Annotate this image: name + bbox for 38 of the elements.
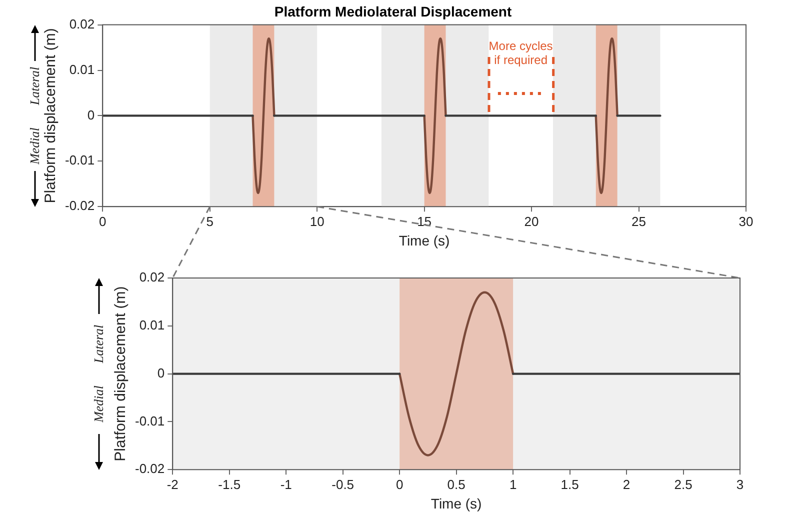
x-tick-label: 2.5 [674, 476, 692, 492]
x-axis-title: Time (s) [398, 232, 450, 248]
y-tick-label: 0.01 [69, 62, 95, 77]
x-tick-label: 3 [736, 476, 744, 492]
text: Medial [26, 127, 43, 164]
y-tick-label: 0 [87, 107, 95, 122]
y-tick-label: 0 [157, 365, 165, 380]
text: Lateral [26, 66, 43, 105]
x-tick-label: -0.5 [332, 476, 354, 492]
y-tick-label: 0.02 [69, 16, 95, 32]
y-tick-label: 0.01 [139, 317, 165, 332]
x-axis-title: Time (s) [430, 495, 482, 512]
x-tick-label: -2 [166, 476, 178, 492]
y-tick-label: -0.01 [134, 413, 165, 428]
x-tick-label: 30 [738, 214, 754, 229]
x-tick-label: 25 [632, 214, 646, 229]
chart-title: Platform Mediolateral Displacement [274, 3, 512, 20]
y-tick-label: -0.02 [134, 461, 165, 476]
x-tick-label: -1.5 [218, 476, 241, 492]
y-tick-label: 0.02 [139, 270, 165, 285]
x-tick-label: 20 [524, 214, 539, 229]
text: Lateral [90, 324, 107, 363]
x-tick-label: 0.5 [447, 476, 466, 492]
x-tick-label: 5 [206, 214, 214, 229]
line-series [398, 291, 514, 456]
text: Medial [90, 385, 107, 422]
x-tick-label: 10 [310, 214, 324, 229]
x-tick-label: 1.5 [560, 476, 579, 492]
x-tick-label: 1 [509, 476, 517, 492]
y-axis-title: Platform displacement (m) [42, 28, 60, 204]
x-tick-label: 0 [99, 214, 106, 229]
y-tick-label: -0.01 [64, 152, 95, 168]
x-tick-label: 0 [396, 476, 404, 492]
y-axis-title: Platform displacement (m) [112, 286, 130, 462]
annotation: More cycles if required [488, 38, 554, 67]
y-tick-label: -0.02 [64, 198, 95, 214]
x-tick-label: -1 [280, 476, 292, 492]
x-tick-label: 2 [622, 476, 630, 492]
